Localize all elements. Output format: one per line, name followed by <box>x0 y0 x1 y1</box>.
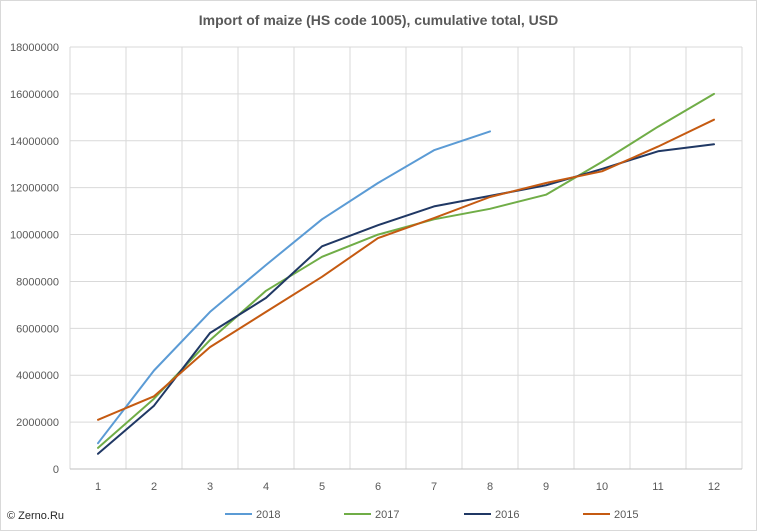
legend-label-2018: 2018 <box>256 509 280 521</box>
x-tick-label: 6 <box>375 481 381 493</box>
x-tick-label: 4 <box>263 481 269 493</box>
y-tick-label: 2000000 <box>16 417 59 429</box>
y-tick-label: 10000000 <box>10 230 59 242</box>
x-tick-label: 3 <box>207 481 213 493</box>
chart-title: Import of maize (HS code 1005), cumulati… <box>198 12 559 28</box>
y-tick-label: 14000000 <box>10 136 59 148</box>
x-tick-label: 9 <box>543 481 549 493</box>
y-tick-label: 4000000 <box>16 370 59 382</box>
y-tick-label: 6000000 <box>16 323 59 335</box>
copyright-credit: © Zerno.Ru <box>7 510 65 522</box>
y-tick-label: 0 <box>53 464 59 476</box>
legend-label-2017: 2017 <box>375 509 399 521</box>
x-tick-label: 11 <box>652 481 663 493</box>
series-line-2018 <box>97 130 491 445</box>
y-tick-label: 16000000 <box>10 89 59 101</box>
x-tick-label: 2 <box>151 481 157 493</box>
legend-label-2015: 2015 <box>614 509 638 521</box>
series-line-2017 <box>97 92 715 449</box>
y-tick-label: 8000000 <box>16 276 59 288</box>
x-tick-label: 1 <box>95 481 101 493</box>
series-line-2015 <box>97 118 715 421</box>
x-tick-label: 5 <box>319 481 325 493</box>
x-tick-label: 12 <box>708 481 720 493</box>
series-line-2016 <box>97 143 715 455</box>
x-tick-label: 10 <box>596 481 608 493</box>
legend-label-2016: 2016 <box>495 509 519 521</box>
x-tick-label: 8 <box>487 481 493 493</box>
x-tick-label: 7 <box>431 481 437 493</box>
y-tick-label: 18000000 <box>10 42 59 54</box>
y-tick-label: 12000000 <box>10 183 59 195</box>
